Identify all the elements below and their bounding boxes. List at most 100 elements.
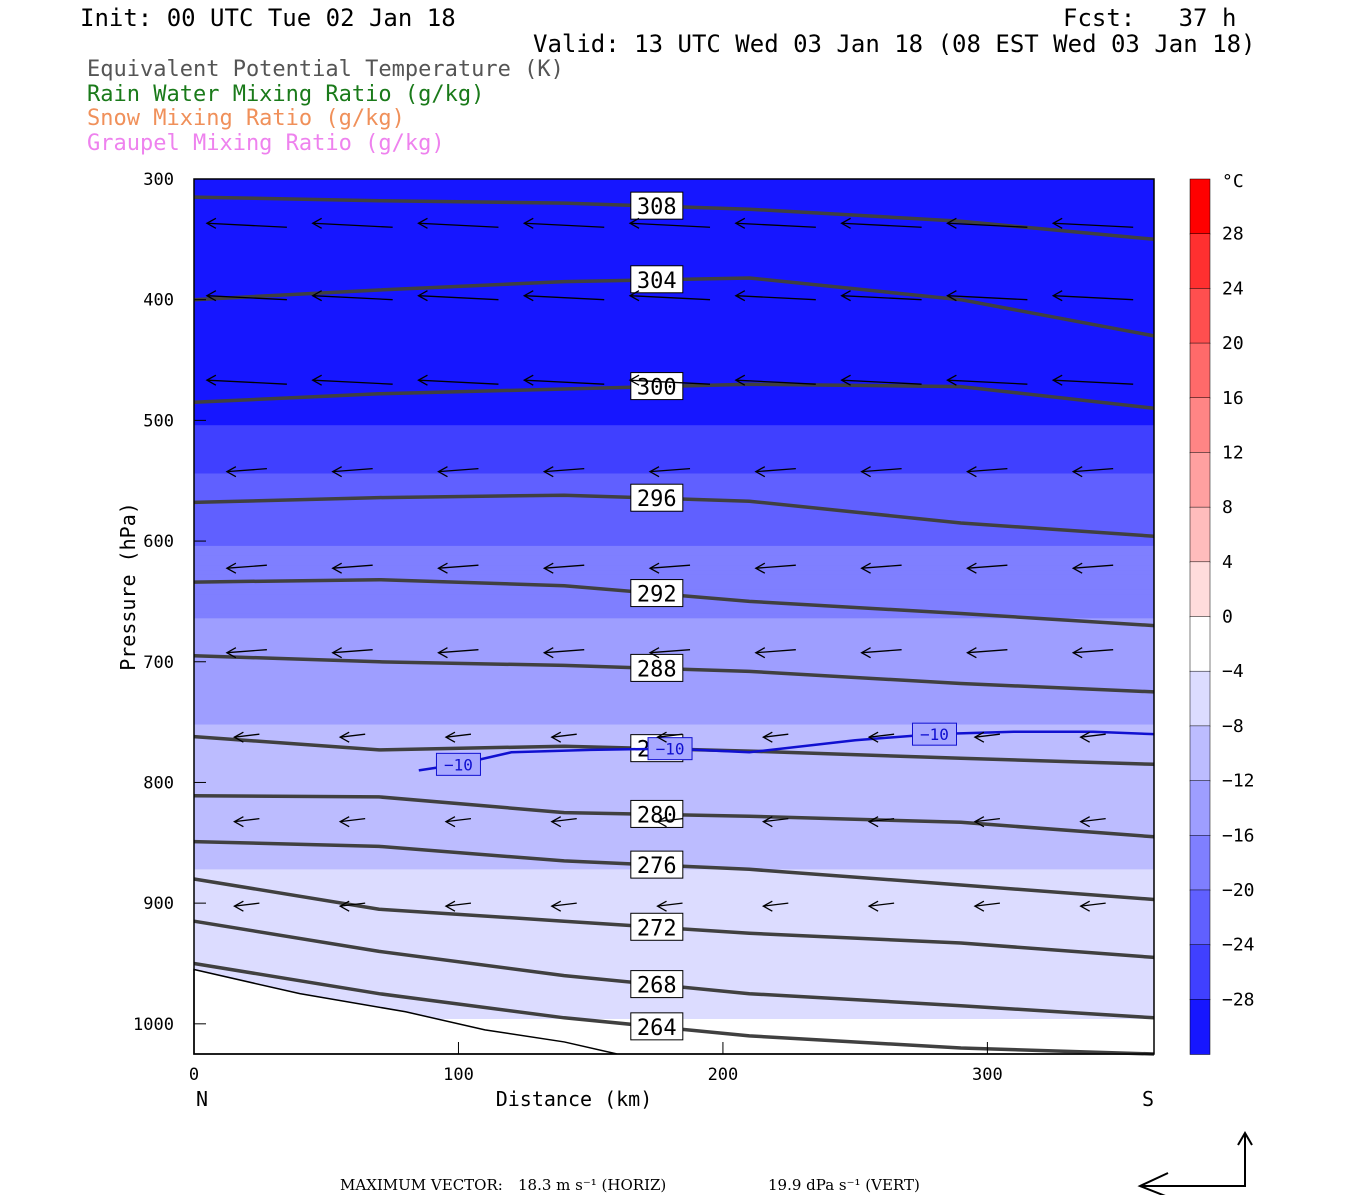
temperature-band [194,685,1154,692]
wind-vector-head [973,731,985,743]
theta-e-label-box [630,653,684,682]
temperature-band [194,314,1154,320]
wind-vector [1053,379,1134,385]
colorbar-tick-label: −4 [1222,661,1244,682]
temperature-band [194,690,1154,697]
temperature-band [194,560,1154,566]
wind-vector-head [860,562,871,574]
theta-e-label-box [630,799,684,828]
theta-e-label: 288 [637,657,677,682]
wind-vector [332,649,373,654]
wind-vector-head [233,731,244,743]
temperature-band [194,893,1154,899]
wind-vector-head [550,900,562,912]
wind-vector [735,295,816,301]
wind-vector-head [973,900,985,912]
temperature-band [194,521,1154,528]
temperature-band [194,763,1154,769]
isotherm-label: −10 [920,725,949,744]
temperature-band [194,352,1154,359]
temperature-band [194,1043,1154,1049]
colorbar-unit: °C [1222,171,1244,192]
wind-vector-head [542,647,554,659]
wind-vector-head [437,647,448,659]
wind-vector-head [542,562,554,574]
max-vector-label: MAXIMUM VECTOR: [340,1176,503,1194]
wind-vector-head [205,217,217,229]
wind-vector [841,379,922,385]
wind-vector [657,818,683,823]
temperature-band [194,956,1154,962]
legend-rain-water: Rain Water Mixing Ratio (g/kg) [87,82,485,107]
wind-vector [947,222,1028,228]
x-tick-label: 0 [189,1065,199,1085]
y-tick-label: 900 [143,894,174,914]
wind-vector [649,468,691,473]
max-vector-arrow-icon [1137,1131,1253,1195]
wind-vector [206,295,287,301]
wind-vector [841,295,922,301]
temperature-band [194,787,1154,793]
temperature-band [194,642,1154,648]
y-tick-label: 400 [143,291,174,311]
wind-vector [967,564,1008,569]
wind-vector [869,902,895,907]
temperature-band [194,879,1154,885]
legend-theta-e: Equivalent Potential Temperature (K) [87,57,564,82]
y-tick-label: 600 [143,532,174,552]
temperature-band [194,613,1154,619]
theta-e-label: 276 [637,854,677,879]
colorbar-swatch [1189,999,1211,1055]
temperature-band [194,430,1154,436]
temperature-band [194,347,1154,354]
wind-vector [1053,222,1134,228]
x-axis-label: Distance (km) [496,1087,653,1111]
temperature-band [194,888,1154,895]
colorbar-tick-label: −8 [1222,716,1244,737]
wind-vector-head [946,290,957,302]
isotherm-label: −10 [444,755,473,774]
temperature-band [194,473,1154,479]
wind-vector [974,818,1000,823]
temperature-band [194,714,1154,721]
temperature-band [194,357,1154,364]
temperature-band [194,516,1154,523]
temperature-band [194,903,1154,909]
wind-vector-head [946,374,957,386]
wind-vector-head [542,466,554,478]
temperature-band [194,328,1154,335]
wind-vector [418,222,499,228]
wind-vector [1073,649,1114,654]
wind-vector [312,222,393,228]
y-tick-label: 500 [143,411,174,431]
wind-vector-head [522,374,534,386]
theta-e-label-box [630,912,684,941]
temperature-band [194,405,1154,412]
temperature-band [194,574,1154,581]
wind-vector-head [338,816,350,828]
wind-vector [735,379,816,385]
wind-vector-head [754,647,766,659]
y-axis-label: Pressure (hPa) [116,502,140,671]
temperature-band [194,478,1154,484]
theta-e-label-box [630,970,684,999]
wind-vector [438,468,479,473]
temperature-band [194,608,1154,615]
temperature-band [194,898,1154,904]
minus10-isotherm [418,730,1155,772]
theta-e-label: 308 [637,195,677,220]
wind-vector-head [311,217,322,229]
x-end-label-south: S [1142,1087,1154,1111]
temperature-band [194,623,1154,629]
theta-e-label: 280 [637,803,677,828]
wind-vector [340,733,366,738]
temperature-band [194,256,1154,262]
wind-vector [551,902,577,907]
wind-vector-head [225,647,237,659]
wind-vector-head [867,816,879,828]
temperature-band [194,565,1154,571]
theta-e-label-box [630,1012,684,1041]
temperature-band [194,319,1154,325]
wind-vector-head [867,731,879,743]
isotherm-label-box [435,752,481,776]
